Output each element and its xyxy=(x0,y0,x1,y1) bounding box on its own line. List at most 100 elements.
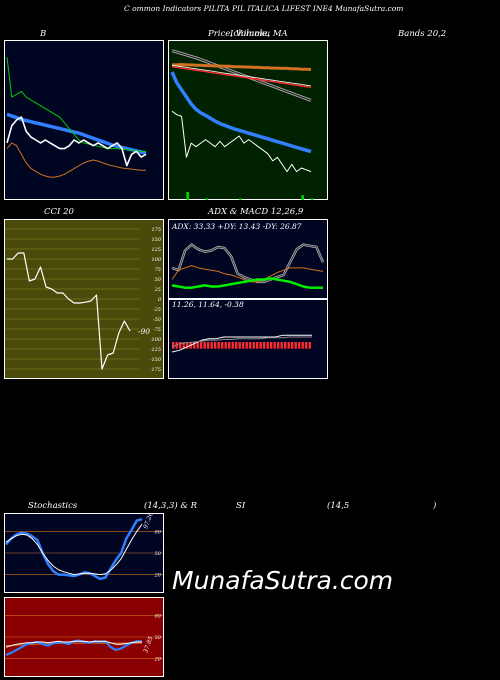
volume-bar xyxy=(301,195,304,200)
macd-histogram-bar xyxy=(259,342,262,349)
macd-histogram-bar xyxy=(186,342,189,349)
cci-tick-label: -50 xyxy=(153,317,162,323)
macd-histogram-bar xyxy=(249,342,252,349)
bollinger-chart xyxy=(4,40,164,200)
macd-histogram-bar xyxy=(280,342,283,349)
rsi-tick-label: 20 xyxy=(154,657,162,663)
macd-histogram-bar xyxy=(172,342,175,349)
price-ma-red xyxy=(171,66,312,88)
price-ma-long xyxy=(171,50,312,101)
cci-line xyxy=(7,252,131,370)
macd-signal-line xyxy=(171,336,312,348)
volume-bar xyxy=(239,198,242,200)
macd-histogram-bar xyxy=(294,342,297,349)
stochastics-tick-label: 20 xyxy=(154,573,162,579)
adx-chart: ADX: 33.33 +DY: 13.43 -DY: 26.87 xyxy=(168,219,328,299)
macd-histogram-bar xyxy=(231,342,234,349)
macd-panel: 11.26, 11.64, -0.38 xyxy=(168,299,328,379)
volume-bar xyxy=(311,198,314,200)
header-title: C ommon Indicators PILITA PIL ITALICA LI… xyxy=(124,4,404,13)
macd-histogram-bar xyxy=(270,342,273,349)
macd-histogram-bar xyxy=(298,342,301,349)
bands-label: Bands 20,2 xyxy=(398,29,447,39)
rsi-average-line xyxy=(5,640,142,648)
macd-histogram-bar xyxy=(196,342,199,349)
price-line xyxy=(171,110,312,173)
rsi-panel: 80 50 20 37.85 xyxy=(4,597,164,677)
adx-values-label: ADX: 33.33 +DY: 13.43 -DY: 26.87 xyxy=(171,222,302,231)
macd-histogram-bar xyxy=(301,342,304,349)
adx-panel: ADX: 33.33 +DY: 13.43 -DY: 26.87 xyxy=(168,219,328,299)
macd-histogram-bar xyxy=(224,342,227,349)
macd-line xyxy=(171,334,312,353)
macd-histogram-bar xyxy=(245,342,248,349)
macd-histogram-bar xyxy=(203,342,206,349)
macd-histogram-bar xyxy=(228,342,231,349)
macd-histogram-bar xyxy=(252,342,255,349)
price-overlap-label: Ichimoku xyxy=(230,29,271,39)
cci-tick-label: 50 xyxy=(155,277,162,283)
cci-tick-label: 175 xyxy=(151,227,161,233)
macd-histogram-bar xyxy=(277,342,280,349)
cci-tick-label: 150 xyxy=(151,237,161,243)
cci-tick-label: -75 xyxy=(153,327,161,333)
cci-value-label: -90 xyxy=(138,327,150,336)
macd-histogram-bar xyxy=(287,342,290,349)
macd-histogram-bar xyxy=(210,342,213,349)
stoch-label-a: Stochastics xyxy=(28,501,78,511)
cci-tick-label: 25 xyxy=(154,287,161,293)
adx-macd-label: ADX & MACD 12,26,9 xyxy=(208,207,304,217)
rsi-tick-label: 50 xyxy=(155,635,162,641)
cci-panel: 175 150 125 100 75 50 25 0 -25 -50 -75 -100 -125 -150… xyxy=(4,219,164,379)
macd-histogram-bar xyxy=(308,342,311,349)
volume-bar xyxy=(186,192,189,200)
stoch-label-c: SI xyxy=(236,501,246,511)
bollinger-label: B xyxy=(40,29,47,39)
macd-histogram-bar xyxy=(273,342,276,349)
price-label: Price, Volume, MA xyxy=(208,29,288,39)
bollinger-middle-band xyxy=(6,112,147,155)
stoch-label-d: (14,5 xyxy=(327,501,350,511)
macd-histogram-bar xyxy=(256,342,259,349)
price-panel xyxy=(168,40,328,200)
stochastics-tick-label: 80 xyxy=(155,529,162,535)
adx-plus-di-line xyxy=(171,277,323,289)
stochastics-panel: 80 50 20 97.26 xyxy=(4,513,164,593)
adx-line xyxy=(171,244,324,283)
cci-tick-label: -125 xyxy=(150,347,161,353)
price-ma-blue xyxy=(170,71,312,154)
price-chart xyxy=(168,40,328,200)
macd-histogram-bar xyxy=(284,342,287,349)
cci-label: CCI 20 xyxy=(44,207,74,217)
macd-histogram-bar xyxy=(235,342,238,349)
cci-tick-label: 0 xyxy=(158,297,162,303)
cci-tick-label: -100 xyxy=(150,337,162,343)
cci-tick-label: 125 xyxy=(151,247,161,253)
macd-histogram-bar xyxy=(242,342,245,349)
cci-tick-label: -150 xyxy=(150,357,162,363)
macd-histogram-bar xyxy=(207,342,210,349)
macd-histogram-bar xyxy=(291,342,294,349)
macd-histogram-bar xyxy=(217,342,220,349)
rsi-tick-label: 80 xyxy=(155,613,162,619)
volume-bar xyxy=(205,198,209,200)
macd-histogram-bar xyxy=(263,342,266,349)
bollinger-panel xyxy=(4,40,164,200)
stoch-label-e: ) xyxy=(433,501,437,511)
macd-histogram-bar xyxy=(200,342,203,349)
macd-values-label: 11.26, 11.64, -0.38 xyxy=(172,300,244,309)
macd-histogram-bar xyxy=(266,342,269,349)
cci-tick-label: 75 xyxy=(155,267,161,273)
macd-histogram-bar xyxy=(238,342,241,349)
macd-histogram-bar xyxy=(179,342,182,349)
cci-tick-label: 100 xyxy=(151,257,161,263)
price-ma-white xyxy=(171,64,312,87)
stochastics-d-line xyxy=(5,523,143,576)
macd-histogram-bar xyxy=(305,342,308,349)
cci-tick-label: -175 xyxy=(150,367,161,373)
stochastics-k-line xyxy=(5,517,143,581)
watermark: MunafaSutra.com xyxy=(172,566,394,595)
macd-histogram-bar xyxy=(182,342,185,349)
